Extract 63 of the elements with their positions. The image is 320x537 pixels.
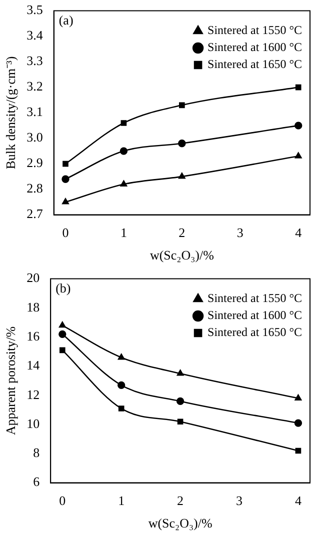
point [62, 175, 70, 183]
legend-label: Sintered at 1600 °C [208, 308, 302, 322]
legend-label: Sintered at 1650 °C [208, 57, 302, 72]
point [294, 419, 302, 427]
y-tick-label: 3.4 [26, 28, 44, 43]
annotation: (b) [56, 280, 71, 296]
point [294, 122, 302, 130]
x-tick-label: 4 [294, 493, 302, 508]
point [120, 180, 128, 186]
y-tick-label: 10 [26, 416, 40, 431]
y-tick-label: 12 [26, 386, 40, 402]
annotation: (a) [58, 12, 74, 28]
y-tick-label: 16 [26, 328, 40, 344]
y-tick-label: 3.3 [26, 53, 43, 68]
point [117, 381, 126, 390]
y-tick-label: 2.7 [26, 206, 44, 222]
y-tick-label: 3.0 [26, 130, 43, 145]
point [178, 140, 186, 148]
point [178, 172, 186, 179]
point [294, 152, 302, 158]
x-tick-label: 0 [62, 225, 69, 240]
legend-label: Sintered at 1600 °C [208, 40, 302, 54]
point [179, 102, 185, 108]
y-tick-label: 3.1 [26, 104, 43, 120]
legend-label: Sintered at 1550 °C [208, 291, 302, 306]
point [120, 120, 127, 126]
x-axis-title: w(Sc₂O₃)/% [148, 516, 212, 531]
y-tick-label: 20 [26, 270, 40, 286]
x-tick-label: 0 [59, 493, 66, 508]
point [58, 330, 66, 338]
x-tick-label: 1 [118, 493, 125, 508]
y-tick-label: 2.8 [26, 180, 43, 196]
point [294, 394, 302, 401]
y-tick-label: 3.2 [26, 78, 43, 94]
legend-label: Sintered at 1550 °C [208, 23, 302, 38]
point [59, 347, 66, 354]
x-axis-title: w(Sc₂O₃)/% [150, 248, 214, 263]
x-tick-label: 4 [295, 225, 302, 240]
point [62, 198, 69, 204]
y-axis-title: Apparent porosity/% [3, 326, 18, 436]
y-tick-label: 18 [26, 299, 40, 314]
y-tick-label: 8 [33, 445, 40, 460]
point [295, 84, 302, 90]
y-tick-label: 14 [26, 358, 40, 373]
x-tick-label: 2 [178, 225, 186, 240]
point [295, 448, 302, 454]
y-axis-title: Bulk density/(g·cm⁻³) [3, 56, 18, 170]
point [58, 322, 66, 328]
point [118, 406, 124, 412]
point [177, 418, 184, 425]
legend-label: Sintered at 1650 °C [208, 325, 302, 340]
y-tick-label: 3.5 [26, 2, 43, 18]
x-tick-label: 2 [177, 493, 184, 508]
point [176, 397, 184, 406]
x-tick-label: 3 [236, 225, 244, 240]
x-tick-label: 1 [120, 225, 127, 240]
x-tick-label: 3 [236, 493, 243, 508]
point [120, 147, 128, 155]
y-tick-label: 6 [33, 474, 40, 490]
y-tick-label: 2.9 [26, 155, 43, 170]
point [118, 354, 125, 360]
point [62, 160, 68, 167]
point [176, 370, 184, 376]
